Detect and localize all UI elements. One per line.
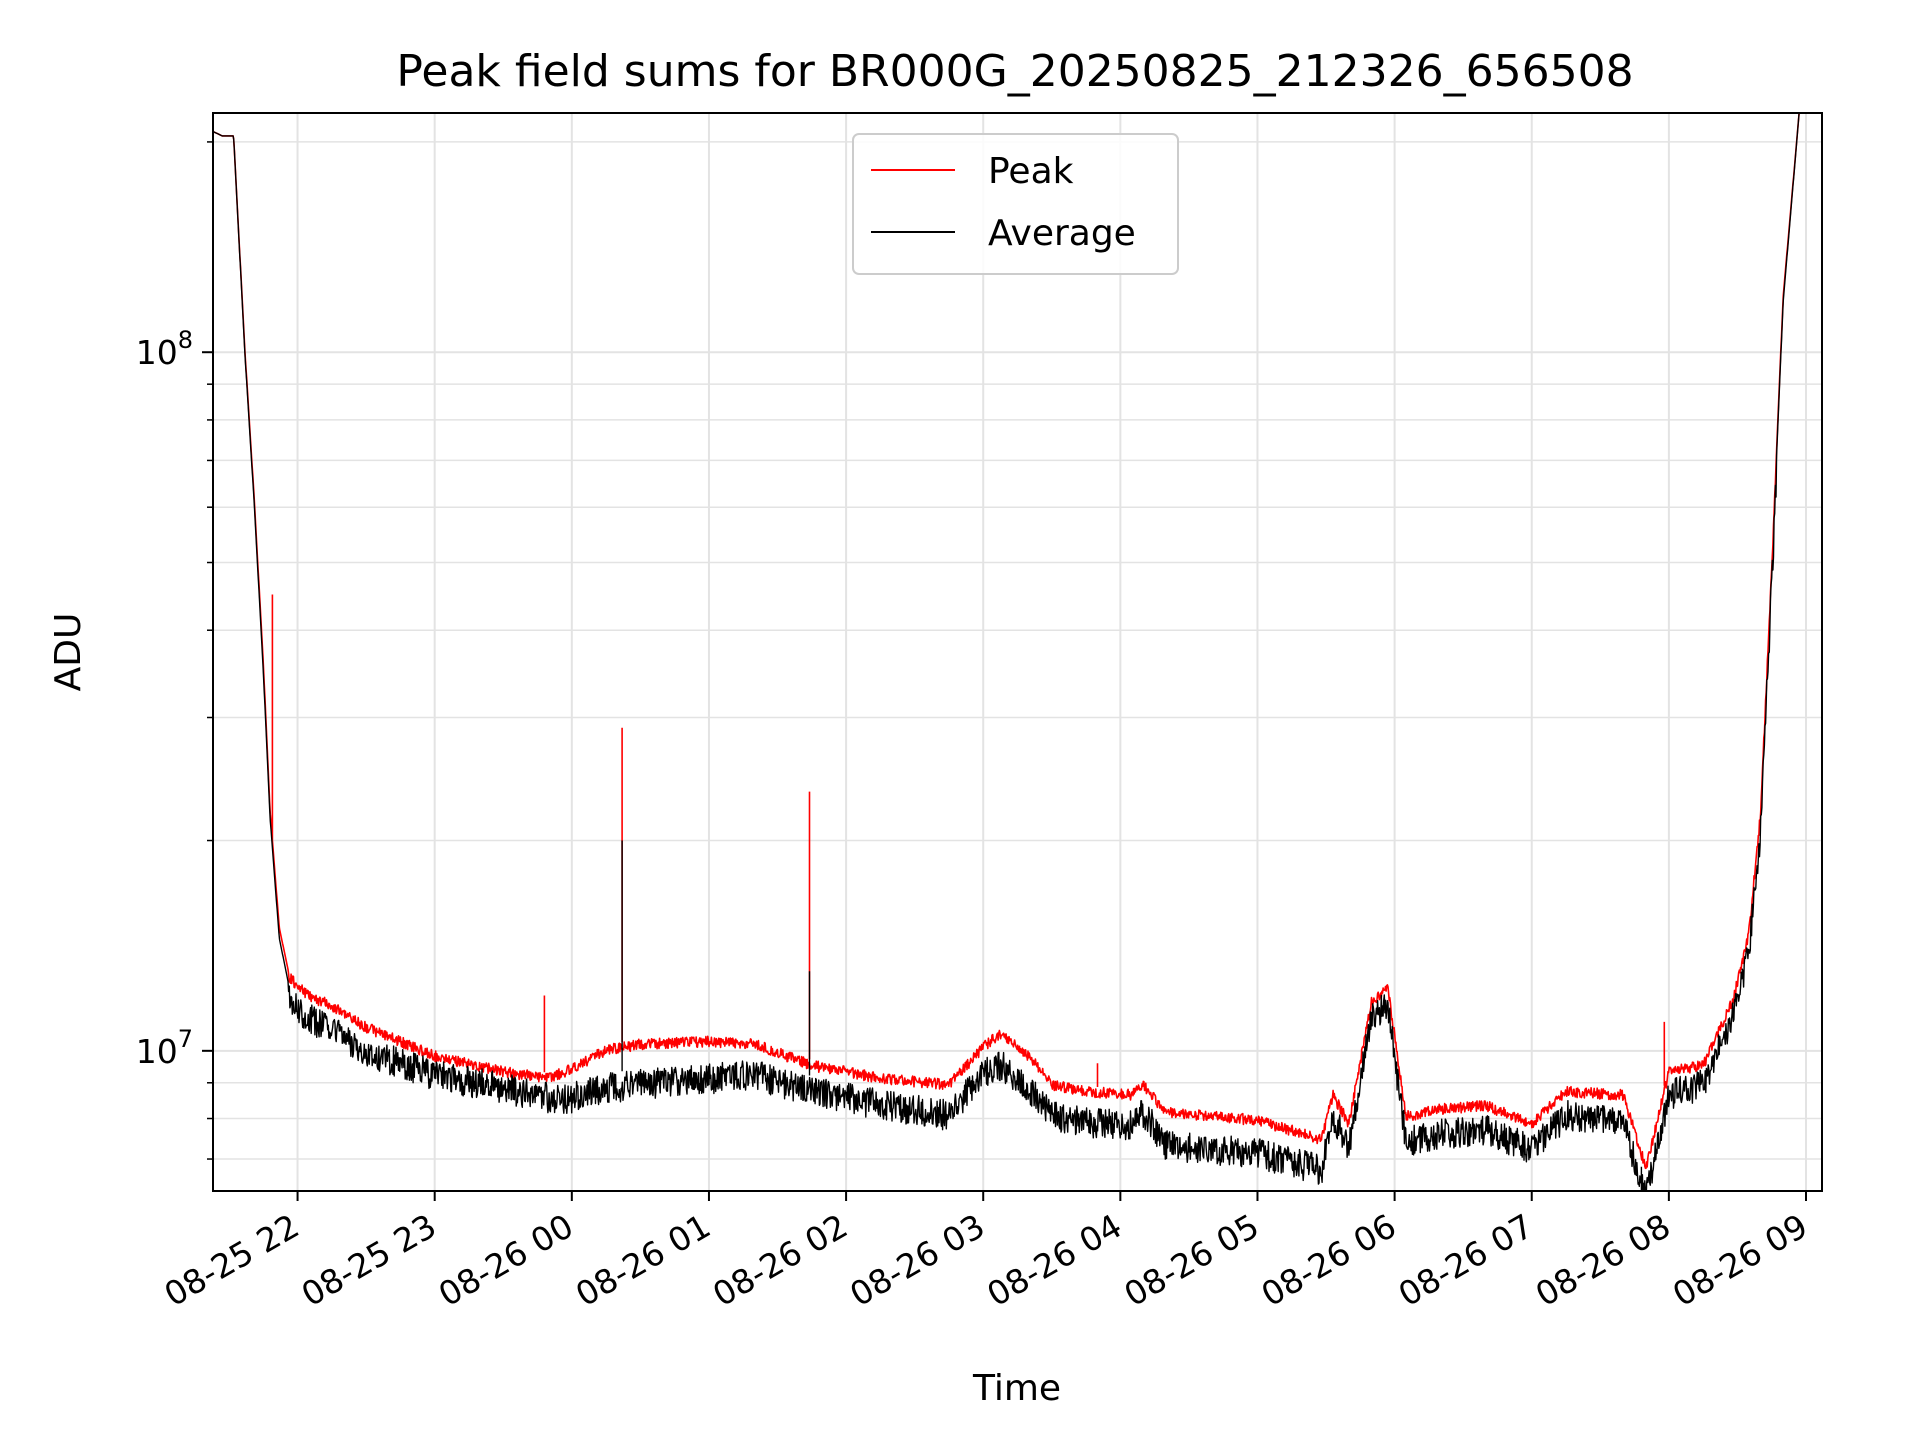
legend-label-average: Average: [988, 213, 1136, 254]
x-tick-label: 08-26 03: [843, 1206, 991, 1314]
x-tick-label: 08-26 02: [706, 1206, 854, 1314]
y-axis-ticks: 107 108: [136, 141, 213, 1160]
legend-label-peak: Peak: [988, 151, 1074, 192]
plot-frame: [212, 112, 1823, 1192]
y-tick-label: 107: [136, 1025, 193, 1071]
x-tick-label: 08-26 05: [1117, 1206, 1265, 1314]
x-tick-label: 08-26 09: [1666, 1206, 1814, 1314]
chart-title: Peak field sums for BR000G_20250825_2123…: [396, 46, 1633, 97]
x-tick-label: 08-26 01: [569, 1206, 717, 1314]
y-axis-label: ADU: [48, 613, 89, 692]
x-tick-label: 08-26 04: [980, 1206, 1128, 1314]
x-tick-label: 08-26 00: [432, 1206, 580, 1314]
plot-series: [213, 113, 1800, 1191]
series-line-average: [213, 113, 1800, 1191]
x-tick-label: 08-25 22: [158, 1206, 306, 1314]
x-tick-label: 08-26 07: [1392, 1206, 1540, 1314]
x-tick-label: 08-25 23: [295, 1206, 443, 1314]
x-tick-label: 08-26 08: [1529, 1206, 1677, 1314]
x-axis-label: Time: [972, 1368, 1061, 1409]
y-tick-label: 108: [136, 326, 193, 372]
legend: Peak Average: [852, 133, 1179, 275]
x-tick-label: 08-26 06: [1255, 1206, 1403, 1314]
